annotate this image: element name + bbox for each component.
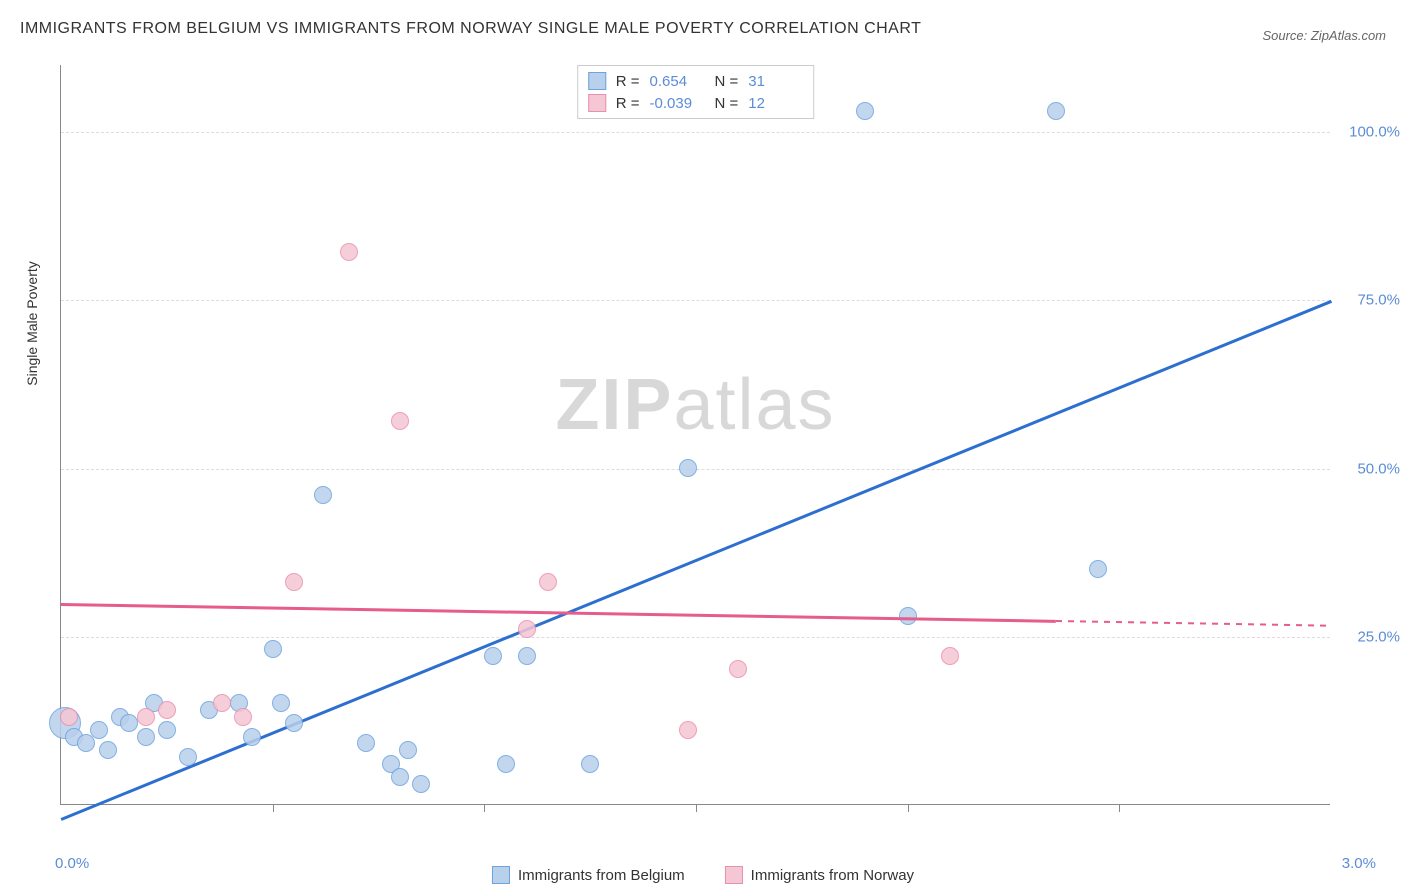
data-point (158, 721, 176, 739)
data-point (99, 741, 117, 759)
legend-label-belgium: Immigrants from Belgium (518, 867, 685, 884)
data-point (412, 775, 430, 793)
chart-container: Single Male Poverty ZIPatlas R = 0.654 N… (50, 55, 1370, 825)
data-point (285, 714, 303, 732)
scatter-plot-area: ZIPatlas R = 0.654 N = 31 R = -0.039 N =… (60, 65, 1330, 805)
x-tick (1119, 804, 1120, 812)
gridline-h (61, 132, 1330, 133)
data-point (391, 768, 409, 786)
n-value-belgium: 31 (748, 73, 803, 90)
data-point (243, 728, 261, 746)
n-label: N = (715, 73, 739, 90)
stats-legend: R = 0.654 N = 31 R = -0.039 N = 12 (577, 65, 815, 119)
n-label: N = (715, 95, 739, 112)
x-tick (484, 804, 485, 812)
swatch-norway (588, 94, 606, 112)
data-point (679, 721, 697, 739)
source-attribution: Source: ZipAtlas.com (1262, 28, 1386, 43)
data-point (357, 734, 375, 752)
y-tick-label: 100.0% (1349, 124, 1400, 141)
page-title: IMMIGRANTS FROM BELGIUM VS IMMIGRANTS FR… (20, 20, 921, 38)
data-point (1089, 560, 1107, 578)
legend-item-norway: Immigrants from Norway (725, 866, 914, 884)
gridline-h (61, 637, 1330, 638)
x-axis-tick-label-max: 3.0% (1342, 855, 1376, 872)
data-point (234, 708, 252, 726)
y-tick-label: 25.0% (1357, 628, 1400, 645)
bottom-legend: Immigrants from Belgium Immigrants from … (492, 866, 914, 884)
r-value-norway: -0.039 (650, 95, 705, 112)
legend-label-norway: Immigrants from Norway (751, 867, 914, 884)
data-point (272, 694, 290, 712)
watermark-atlas: atlas (673, 365, 835, 445)
data-point (1047, 102, 1065, 120)
data-point (539, 573, 557, 591)
data-point (497, 755, 515, 773)
gridline-h (61, 300, 1330, 301)
data-point (120, 714, 138, 732)
n-value-norway: 12 (748, 95, 803, 112)
y-axis-label: Single Male Poverty (24, 261, 40, 386)
watermark: ZIPatlas (555, 364, 835, 446)
data-point (941, 647, 959, 665)
r-value-belgium: 0.654 (650, 73, 705, 90)
data-point (60, 708, 78, 726)
data-point (899, 607, 917, 625)
r-label: R = (616, 95, 640, 112)
data-point (518, 620, 536, 638)
data-point (213, 694, 231, 712)
stats-row-belgium: R = 0.654 N = 31 (588, 70, 804, 92)
swatch-norway (725, 866, 743, 884)
data-point (90, 721, 108, 739)
data-point (484, 647, 502, 665)
y-tick-label: 75.0% (1357, 292, 1400, 309)
data-point (679, 459, 697, 477)
x-tick (273, 804, 274, 812)
watermark-zip: ZIP (555, 365, 673, 445)
r-label: R = (616, 73, 640, 90)
data-point (340, 243, 358, 261)
data-point (399, 741, 417, 759)
data-point (179, 748, 197, 766)
trend-line (1056, 620, 1331, 626)
stats-row-norway: R = -0.039 N = 12 (588, 92, 804, 114)
data-point (158, 701, 176, 719)
x-tick (696, 804, 697, 812)
data-point (518, 647, 536, 665)
data-point (581, 755, 599, 773)
data-point (729, 660, 747, 678)
x-tick (908, 804, 909, 812)
data-point (285, 573, 303, 591)
swatch-belgium (492, 866, 510, 884)
data-point (314, 486, 332, 504)
data-point (264, 640, 282, 658)
data-point (137, 708, 155, 726)
x-axis-tick-label-min: 0.0% (55, 855, 89, 872)
data-point (391, 412, 409, 430)
data-point (137, 728, 155, 746)
y-tick-label: 50.0% (1357, 460, 1400, 477)
swatch-belgium (588, 72, 606, 90)
legend-item-belgium: Immigrants from Belgium (492, 866, 685, 884)
data-point (856, 102, 874, 120)
